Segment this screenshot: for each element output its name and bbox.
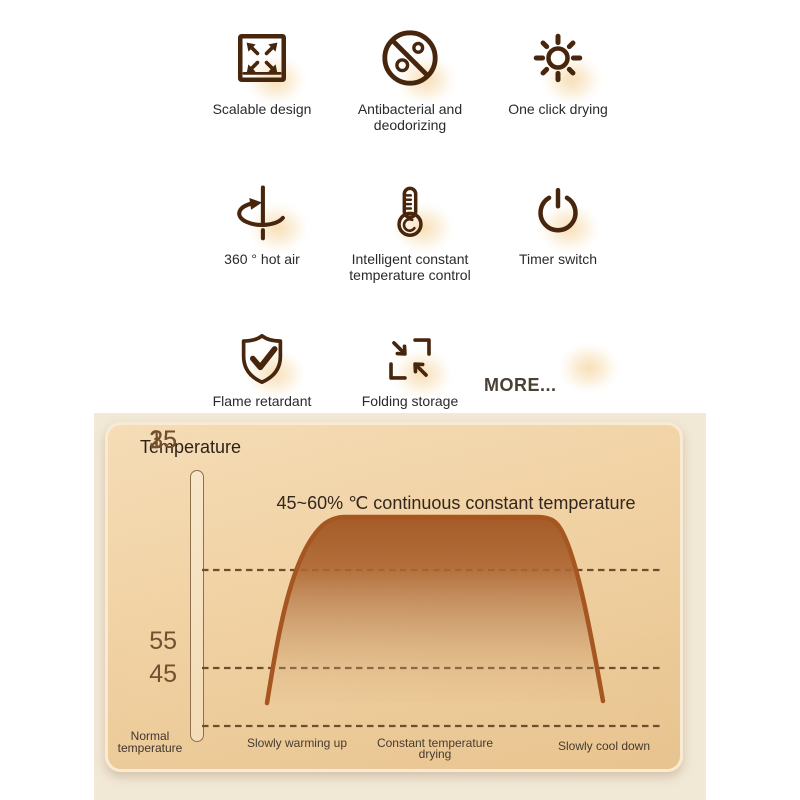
thermometer-icon bbox=[397, 186, 423, 237]
feature-label: One click drying bbox=[508, 101, 608, 117]
x-phase-constant: Constant temperature drying bbox=[376, 736, 494, 761]
dashed-gridlines bbox=[202, 568, 660, 728]
more-label: MORE... bbox=[484, 375, 557, 396]
baseline-label: Normal temperature bbox=[117, 729, 183, 755]
rotate-360-icon bbox=[237, 185, 285, 241]
feature-label: Flame retardant bbox=[212, 393, 312, 409]
feature-flame-retardant: Flame retardant bbox=[188, 328, 336, 410]
feature-more: MORE... bbox=[484, 328, 632, 410]
feature-label: Timer switch bbox=[518, 251, 598, 267]
feature-timer-switch: Timer switch bbox=[484, 180, 632, 328]
temperature-chart-panel: Temperature 45~60% ℃ continuous constant… bbox=[94, 413, 706, 800]
icon-glow bbox=[249, 204, 307, 252]
antibacterial-icon bbox=[382, 30, 438, 86]
feature-grid: Scalable design Antibacterial and deodor… bbox=[188, 20, 632, 410]
chart-annotation: 45~60% ℃ continuous constant temperature bbox=[276, 493, 636, 513]
feature-label: Intelligent constant temperature control bbox=[349, 251, 471, 283]
y-tick-45: 45 bbox=[149, 660, 177, 688]
feature-scalable-design: Scalable design bbox=[188, 20, 336, 180]
shield-check-icon bbox=[241, 333, 283, 385]
x-phase-warming: Slowly warming up bbox=[246, 736, 348, 750]
feature-antibacterial: Antibacterial and deodorizing bbox=[336, 20, 484, 180]
power-icon bbox=[538, 187, 578, 233]
feature-one-click-drying: One click drying bbox=[484, 20, 632, 180]
icon-glow bbox=[560, 343, 618, 392]
feature-grid-section: Scalable design Antibacterial and deodor… bbox=[188, 20, 632, 410]
feature-360-hot-air: 360 ° hot air bbox=[188, 180, 336, 328]
feature-label: 360 ° hot air bbox=[224, 251, 300, 267]
feature-label: Folding storage bbox=[361, 393, 459, 409]
temperature-chart-card: Temperature 45~60% ℃ continuous constant… bbox=[105, 422, 683, 772]
icon-glow bbox=[393, 350, 451, 398]
y-tick-55: 55 bbox=[149, 627, 177, 655]
expand-arrows-icon bbox=[237, 33, 287, 83]
temperature-curve-area bbox=[267, 517, 603, 703]
sun-icon bbox=[533, 33, 583, 83]
temperature-curve-edge bbox=[264, 514, 606, 706]
x-phase-cooldown: Slowly cool down bbox=[557, 739, 651, 753]
feature-label: Antibacterial and deodorizing bbox=[357, 101, 463, 133]
feature-constant-temperature: Intelligent constant temperature control bbox=[336, 180, 484, 328]
feature-folding-storage: Folding storage bbox=[336, 328, 484, 410]
y-tick-15: 15 bbox=[149, 426, 177, 454]
y-axis-bar bbox=[190, 470, 204, 742]
feature-label: Scalable design bbox=[212, 101, 312, 117]
fold-arrows-icon bbox=[389, 338, 431, 380]
